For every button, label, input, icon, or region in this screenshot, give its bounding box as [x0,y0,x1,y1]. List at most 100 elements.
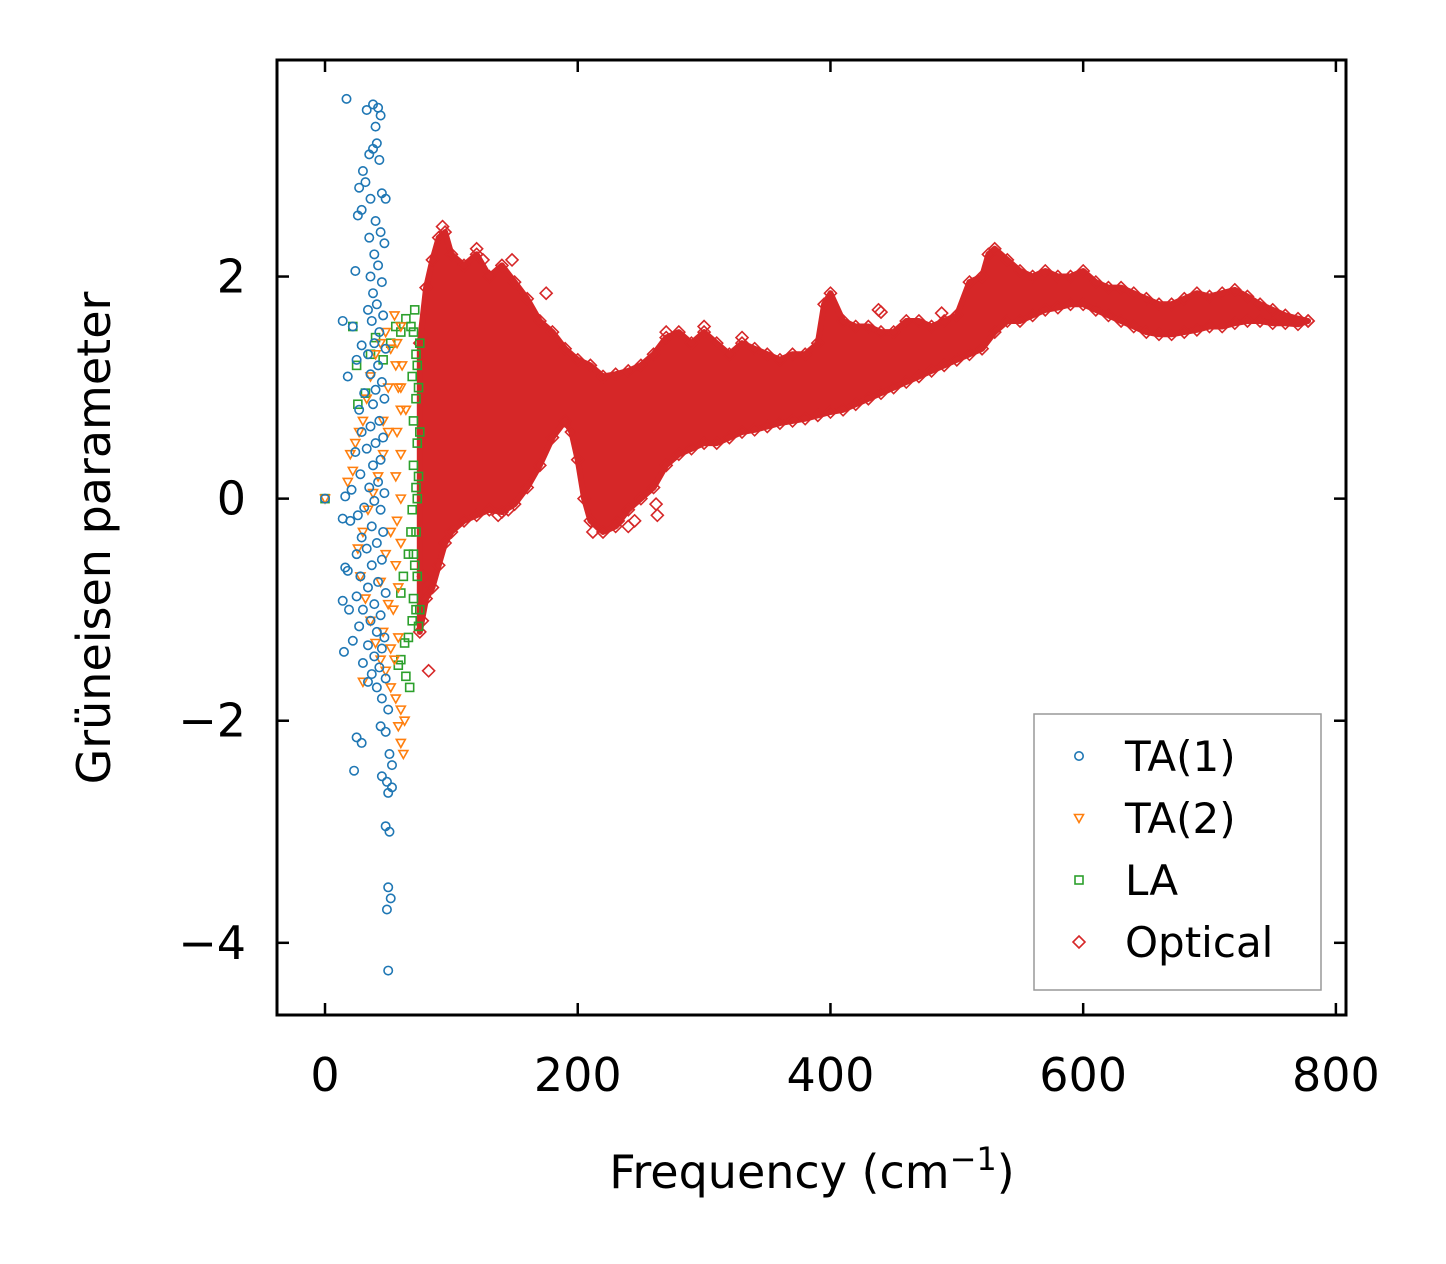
ta1-marker [375,721,386,732]
ta1-marker [365,271,376,282]
la-marker [409,560,420,571]
optical-marker [911,313,927,329]
ta1-marker [347,321,358,332]
optical-marker [886,324,901,340]
ta1-marker [378,526,389,537]
ta1-marker [356,340,367,351]
y-tick-label: −4 [178,916,246,970]
optical-marker [1063,297,1078,312]
ta2-marker [382,383,395,394]
ta1-marker [369,249,380,260]
ta1-marker [383,787,394,798]
optical-marker [490,508,506,523]
optical-marker [810,336,825,351]
ta2-marker [394,738,407,750]
optical-marker [532,458,547,473]
ta2-marker [392,721,405,733]
ta1-marker [370,438,381,449]
ta2-marker [392,583,405,594]
ta1-marker [338,646,349,657]
la-marker [407,504,418,515]
ta2-marker [394,405,407,416]
optical-marker [1000,252,1015,268]
ta1-marker [362,304,373,315]
la-marker [411,349,421,360]
ta1-marker [357,604,368,615]
ta1-marker [378,310,389,321]
ta1-marker [368,399,379,410]
ta1-marker [352,510,363,521]
optical-marker [437,535,453,551]
optical-marker [520,480,535,495]
optical-marker [416,569,431,584]
la-marker [407,371,418,382]
optical-marker [722,430,737,445]
la-marker [414,338,425,348]
legend-marker [1071,934,1087,950]
ta2-marker [379,549,392,561]
ta1-marker [352,210,363,221]
optical-marker [937,358,952,373]
ta1-marker [337,595,348,606]
ta1-marker [379,488,390,499]
optical-marker [1300,313,1316,329]
optical-marker [557,341,573,356]
optical-marker [469,241,484,256]
ta2-marker [389,694,402,705]
la-marker [401,671,411,682]
optical-marker [570,452,585,467]
optical-marker [1227,282,1242,297]
optical-marker [823,286,838,301]
ta1-marker [359,502,370,513]
ta2-marker [357,677,369,688]
optical-marker [785,413,800,429]
optical-marker [583,513,598,528]
ta2-marker [384,344,397,355]
optical-marker [1290,311,1306,326]
ta1-marker [371,538,382,549]
la-marker [406,527,416,537]
ta1-marker [380,673,391,684]
la-marker [412,571,423,582]
ta1-marker [351,549,362,560]
ta1-marker [373,260,384,271]
optical-marker [456,258,472,273]
ta1-marker [368,288,379,299]
ta1-marker [379,632,390,643]
optical-marker [949,308,964,323]
optical-marker [911,369,927,384]
optical-marker [570,352,585,367]
ta2-marker [357,527,369,539]
la-marker [404,682,415,693]
ta1-marker [379,393,390,404]
ta1-marker [370,216,381,227]
optical-marker [696,319,712,334]
optical-marker [583,358,598,373]
ta2-marker [387,605,400,616]
ta1-marker [344,604,355,615]
optical-marker [494,258,510,273]
ta1-marker [342,565,353,576]
optical-marker [924,363,939,379]
optical-marker [772,352,788,367]
optical-marker [1278,308,1293,323]
optical-marker [431,558,446,573]
ta1-marker [371,299,382,310]
optical-marker [1113,313,1129,329]
ta1-marker [374,662,385,673]
ta1-marker [346,484,357,495]
ta1-marker [356,427,367,438]
optical-marker [1189,286,1205,301]
optical-marker [1240,313,1255,329]
optical-marker [671,447,686,462]
la-marker [414,427,425,437]
la-marker [398,571,409,582]
ta1-marker [361,543,372,554]
optical-marker [520,291,535,306]
optical-marker [835,402,851,417]
ta2-marker [352,544,364,555]
optical-marker [1076,263,1091,279]
optical-marker [1101,308,1116,323]
